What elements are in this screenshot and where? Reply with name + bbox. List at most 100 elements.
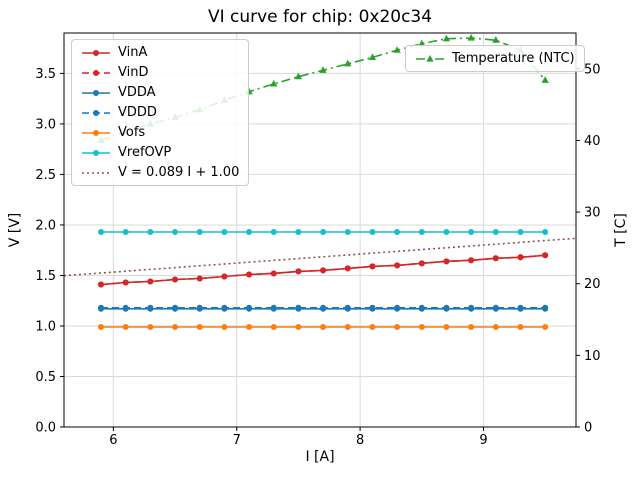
data-point-marker <box>542 323 549 330</box>
legend-voltages: VinA VinD VDDA VDDD Vofs VrefOVP V = 0.089 I +… <box>71 39 250 186</box>
data-point-marker <box>418 229 425 236</box>
series-group <box>63 34 577 330</box>
x-tick-label: 8 <box>356 433 364 448</box>
data-point-marker <box>468 229 475 236</box>
data-point-marker <box>492 229 499 236</box>
y-axis-label-right: T [C] <box>613 213 629 247</box>
legend-item-label: Vofs <box>118 125 146 140</box>
legend-item: VinA <box>81 45 239 60</box>
chart-title: VI curve for chip: 0x20c34 <box>207 7 433 27</box>
data-point-marker <box>418 304 425 311</box>
data-point-marker <box>147 323 154 330</box>
data-point-marker <box>147 304 154 311</box>
axes-spines <box>63 32 577 428</box>
data-point-marker <box>344 304 351 311</box>
legend-item-label: Temperature (NTC) <box>452 51 575 66</box>
y-tick-label-right: 10 <box>584 349 601 364</box>
data-point-marker <box>542 229 549 236</box>
data-point-marker <box>147 229 154 236</box>
legend-item: VDDA <box>81 85 239 100</box>
data-point-marker <box>295 268 302 275</box>
data-point-marker <box>468 323 475 330</box>
data-point-marker <box>517 229 524 236</box>
data-point-marker <box>468 257 475 264</box>
legend-line-sample <box>82 129 110 136</box>
legend-temperature: Temperature (NTC) <box>405 45 585 72</box>
data-point-marker <box>270 323 277 330</box>
data-point-marker <box>517 304 524 311</box>
data-point-marker <box>122 323 129 330</box>
data-point-marker <box>196 229 203 236</box>
legend-item-label: VDDD <box>118 105 157 120</box>
data-point-marker <box>320 304 327 311</box>
data-point-marker <box>394 304 401 311</box>
data-point-marker <box>319 66 327 73</box>
data-point-marker <box>270 270 277 277</box>
data-point-marker <box>369 263 376 270</box>
data-point-marker <box>517 323 524 330</box>
data-point-marker <box>418 39 426 47</box>
data-point-marker <box>246 323 253 330</box>
data-point-marker <box>542 304 549 311</box>
legend-line-sample <box>416 54 444 62</box>
legend-item: V = 0.089 I + 1.00 <box>81 165 239 180</box>
legend-item: VDDD <box>81 105 239 120</box>
data-point-marker <box>443 229 450 236</box>
legend-item-label: V = 0.089 I + 1.00 <box>118 165 240 180</box>
data-point-marker <box>517 254 524 261</box>
series-vddd <box>98 304 549 311</box>
data-point-marker <box>492 255 499 262</box>
y-tick-label-left: 0.5 <box>35 370 56 385</box>
y-tick-label-right: 50 <box>584 62 601 77</box>
legend-item: VinD <box>81 65 239 80</box>
data-point-marker <box>221 323 228 330</box>
data-point-marker <box>344 229 351 236</box>
data-point-marker <box>246 304 253 311</box>
legend-line-sample <box>82 149 110 156</box>
data-point-marker <box>270 79 278 87</box>
data-point-marker <box>320 229 327 236</box>
data-point-marker <box>492 304 499 311</box>
tick-labels: 6 7 8 9 0.0 0.5 1.0 1.5 2.0 2.5 3.0 3.5 0 10 20 30 40 50 <box>35 62 600 448</box>
data-point-marker <box>172 229 179 236</box>
data-point-marker <box>320 323 327 330</box>
series-line <box>63 237 577 277</box>
data-point-marker <box>443 258 450 265</box>
data-point-marker <box>172 276 179 283</box>
data-point-marker <box>98 304 105 311</box>
legend-line-sample <box>82 49 110 56</box>
data-point-marker <box>246 271 253 278</box>
legend-line-sample <box>82 109 110 116</box>
data-point-marker <box>418 323 425 330</box>
y-tick-label-right: 30 <box>584 206 601 221</box>
data-point-marker <box>541 76 549 83</box>
data-point-marker <box>196 275 203 282</box>
y-tick-label-left: 0.0 <box>35 421 56 436</box>
data-point-marker <box>418 260 425 267</box>
data-point-marker <box>492 36 500 43</box>
legend-item-label: VrefOVP <box>118 145 172 160</box>
data-point-marker <box>320 267 327 274</box>
legend-item-label: VinA <box>118 45 148 60</box>
data-point-marker <box>294 72 303 80</box>
series-v-0-089-i-1-00 <box>63 237 577 277</box>
x-axis-label: I [A] <box>305 449 335 465</box>
y-tick-label-left: 2.0 <box>35 218 56 233</box>
x-tick-label: 9 <box>479 433 487 448</box>
data-point-marker <box>394 229 401 236</box>
data-point-marker <box>122 229 129 236</box>
data-point-marker <box>295 304 302 311</box>
data-point-marker <box>98 323 105 330</box>
data-point-marker <box>369 304 376 311</box>
data-point-marker <box>369 229 376 236</box>
x-tick-label: 6 <box>109 433 117 448</box>
data-point-marker <box>443 323 450 330</box>
data-point-marker <box>122 304 129 311</box>
x-tick-label: 7 <box>233 433 241 448</box>
series-vofs <box>98 323 549 330</box>
series-vrefovp <box>98 229 549 236</box>
data-point-marker <box>270 304 277 311</box>
data-point-marker <box>98 229 105 236</box>
data-point-marker <box>147 278 154 285</box>
